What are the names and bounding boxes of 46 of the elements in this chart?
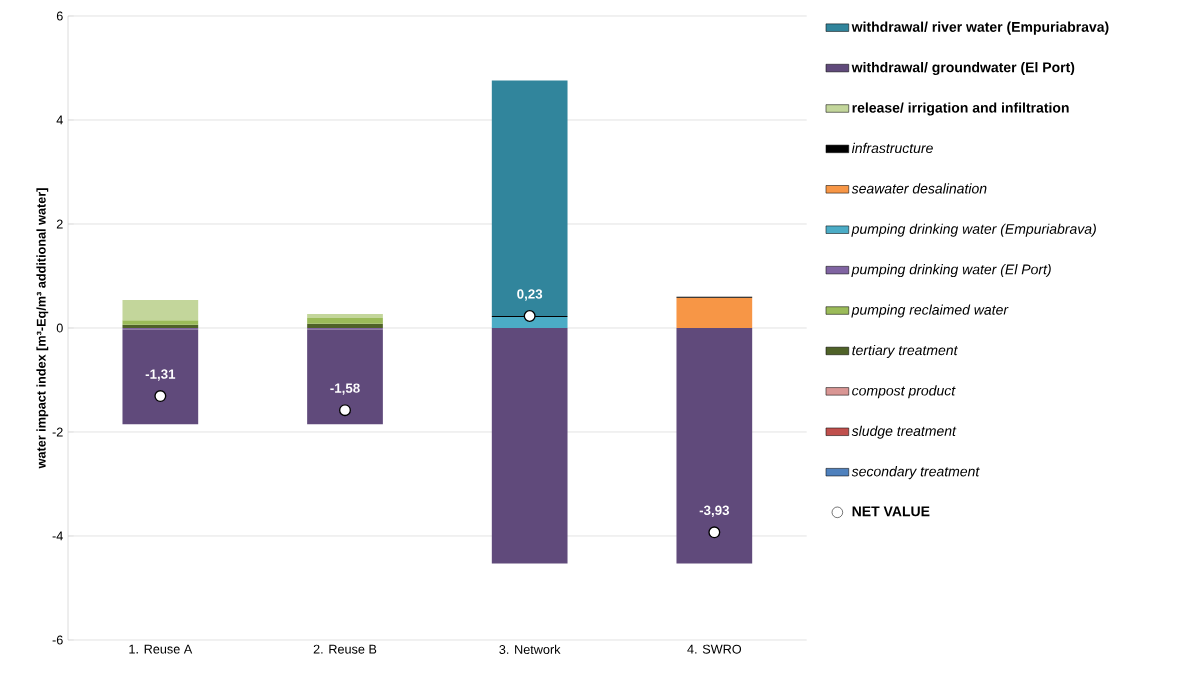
bar [122,299,199,321]
y-axis-title: water impact index [m³-Eq/m³ additional water] [36,188,49,469]
bar [491,80,568,317]
legend-label: pumping drinking water (Empuriabrava) [851,223,1096,237]
bar [122,329,199,425]
legend-label: pumping reclaimed water [851,304,1009,318]
legend-label: pumping drinking water (El Port) [851,264,1051,278]
bar [307,323,383,328]
point [708,526,721,539]
legend-label: withdrawal/ groundwater (El Port) [851,62,1075,76]
bar [676,297,753,328]
data-label: 0,23 [517,289,543,301]
x-tick-label: 4. SWRO [687,644,742,654]
legend-label: infrastructure [851,142,933,154]
legend-label: secondary treatment [851,466,980,480]
x-tick-label: 3. Network [499,644,561,654]
point [154,390,167,403]
y-tick-label: 6 [56,11,63,21]
x-tick-label: 1. Reuse A [129,644,193,654]
y-tick-label: -2 [52,427,63,437]
legend-label: seawater desalination [851,183,987,194]
bar [307,313,383,319]
y-tick-label: -6 [52,635,63,645]
data-label: -1,31 [145,369,176,381]
bar [122,324,199,328]
y-tick-label: 2 [56,219,63,229]
legend-label: withdrawal/ river water (Empuriabrava) [851,21,1109,35]
bar [491,327,568,564]
bar [307,329,383,425]
point [339,404,352,417]
bar [676,327,753,564]
bar [122,320,199,325]
y-tick-label: 4 [56,115,63,125]
point [523,310,536,323]
y-tick-label: 0 [56,323,63,333]
legend-label: release/ irrigation and infiltration [852,102,1069,116]
x-tick-label: 2. Reuse B [313,644,377,654]
bar [307,318,383,324]
data-label: -1,58 [330,383,360,395]
legend-label: sludge treatment [851,425,957,439]
legend-label: NET VALUE [852,506,930,517]
y-tick-label: -4 [52,531,63,541]
legend-label: tertiary treatment [852,344,958,358]
data-label: -3,93 [699,505,730,517]
legend-label: compost product [852,385,956,399]
bar [491,317,568,328]
